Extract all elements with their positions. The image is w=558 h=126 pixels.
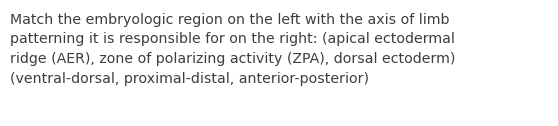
Text: Match the embryologic region on the left with the axis of limb
patterning it is : Match the embryologic region on the left… [10,13,455,86]
